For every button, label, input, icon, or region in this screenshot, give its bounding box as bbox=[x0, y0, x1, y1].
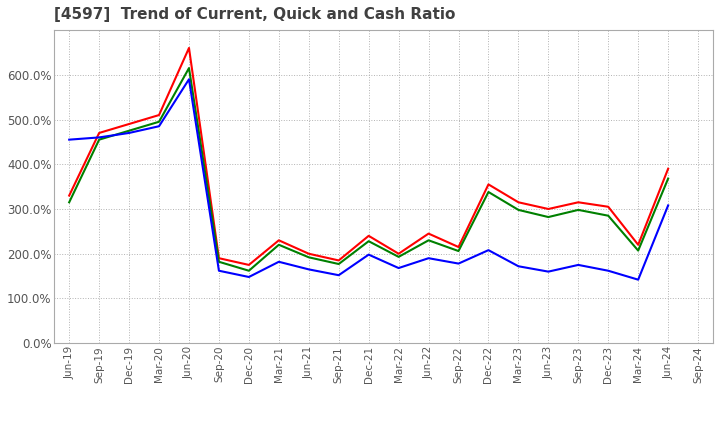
Quick Ratio bbox=[274, 242, 283, 247]
Cash Ratio bbox=[395, 265, 403, 271]
Current Ratio bbox=[454, 244, 463, 249]
Current Ratio bbox=[664, 166, 672, 171]
Current Ratio bbox=[634, 242, 642, 247]
Quick Ratio bbox=[574, 207, 582, 213]
Cash Ratio bbox=[604, 268, 613, 273]
Current Ratio bbox=[484, 182, 492, 187]
Quick Ratio bbox=[424, 238, 433, 243]
Current Ratio bbox=[274, 238, 283, 243]
Quick Ratio bbox=[484, 189, 492, 194]
Cash Ratio bbox=[364, 252, 373, 257]
Cash Ratio bbox=[215, 268, 223, 273]
Cash Ratio bbox=[65, 137, 73, 142]
Cash Ratio bbox=[184, 77, 193, 82]
Cash Ratio bbox=[155, 124, 163, 129]
Quick Ratio bbox=[454, 249, 463, 254]
Quick Ratio bbox=[125, 128, 133, 133]
Cash Ratio bbox=[245, 275, 253, 280]
Cash Ratio bbox=[544, 269, 553, 274]
Current Ratio bbox=[65, 193, 73, 198]
Current Ratio bbox=[395, 251, 403, 257]
Current Ratio bbox=[364, 233, 373, 238]
Cash Ratio bbox=[574, 262, 582, 268]
Cash Ratio bbox=[424, 256, 433, 261]
Quick Ratio bbox=[364, 238, 373, 244]
Quick Ratio bbox=[65, 200, 73, 205]
Current Ratio bbox=[544, 206, 553, 212]
Cash Ratio bbox=[125, 130, 133, 136]
Quick Ratio bbox=[215, 259, 223, 264]
Cash Ratio bbox=[305, 267, 313, 272]
Cash Ratio bbox=[664, 203, 672, 208]
Current Ratio bbox=[95, 130, 104, 136]
Quick Ratio bbox=[155, 119, 163, 125]
Current Ratio bbox=[305, 251, 313, 257]
Quick Ratio bbox=[395, 254, 403, 260]
Current Ratio bbox=[334, 258, 343, 263]
Quick Ratio bbox=[184, 66, 193, 71]
Quick Ratio bbox=[664, 176, 672, 181]
Current Ratio bbox=[604, 204, 613, 209]
Cash Ratio bbox=[634, 277, 642, 282]
Cash Ratio bbox=[454, 261, 463, 266]
Current Ratio bbox=[424, 231, 433, 236]
Current Ratio bbox=[514, 200, 523, 205]
Quick Ratio bbox=[604, 213, 613, 218]
Current Ratio bbox=[125, 121, 133, 127]
Cash Ratio bbox=[95, 135, 104, 140]
Line: Quick Ratio: Quick Ratio bbox=[69, 68, 668, 271]
Current Ratio bbox=[215, 256, 223, 261]
Quick Ratio bbox=[634, 248, 642, 253]
Current Ratio bbox=[155, 112, 163, 117]
Quick Ratio bbox=[305, 255, 313, 260]
Current Ratio bbox=[184, 45, 193, 51]
Quick Ratio bbox=[245, 268, 253, 273]
Text: [4597]  Trend of Current, Quick and Cash Ratio: [4597] Trend of Current, Quick and Cash … bbox=[54, 7, 456, 22]
Quick Ratio bbox=[95, 137, 104, 142]
Quick Ratio bbox=[544, 214, 553, 220]
Cash Ratio bbox=[484, 248, 492, 253]
Cash Ratio bbox=[274, 259, 283, 264]
Current Ratio bbox=[245, 262, 253, 268]
Line: Cash Ratio: Cash Ratio bbox=[69, 79, 668, 280]
Line: Current Ratio: Current Ratio bbox=[69, 48, 668, 265]
Quick Ratio bbox=[334, 261, 343, 267]
Cash Ratio bbox=[514, 264, 523, 269]
Quick Ratio bbox=[514, 207, 523, 213]
Cash Ratio bbox=[334, 272, 343, 278]
Current Ratio bbox=[574, 200, 582, 205]
